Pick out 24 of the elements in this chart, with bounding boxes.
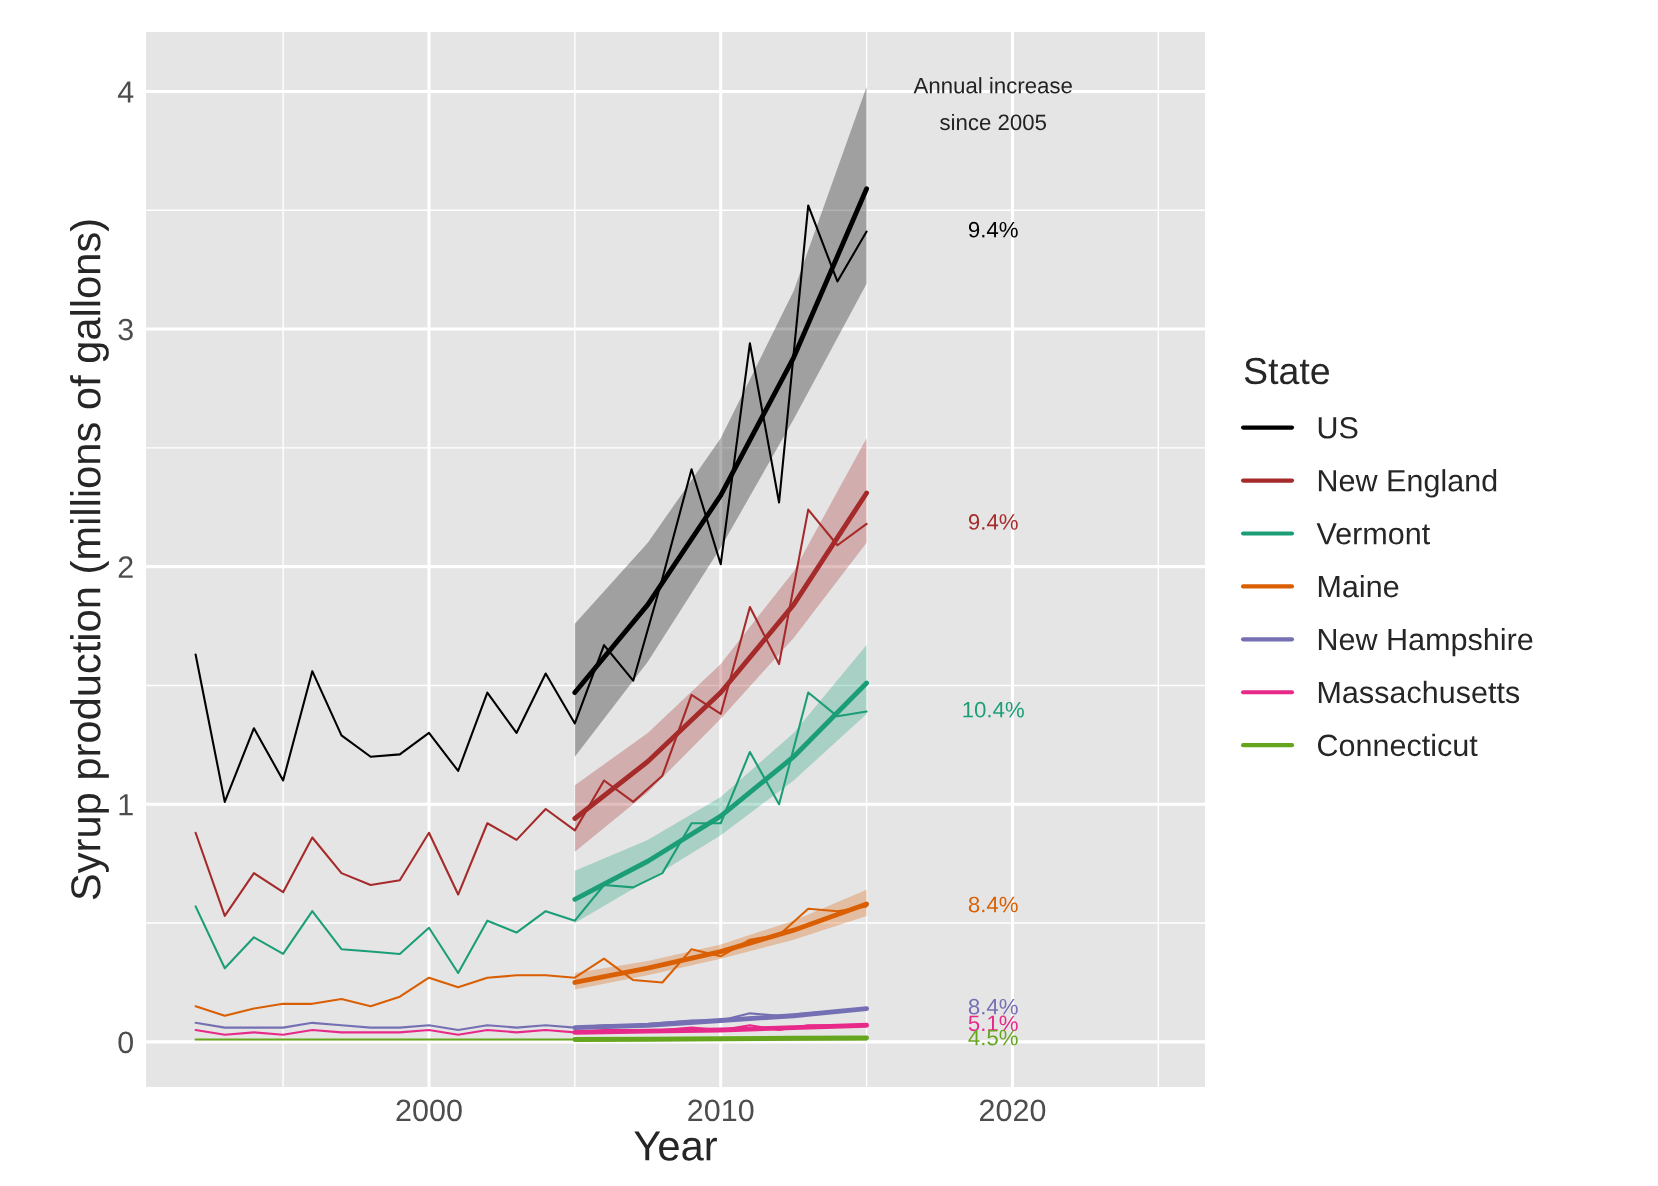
y-tick-label: 2 [118,556,133,578]
x-tick-label: 2000 [396,1099,462,1122]
legend-title: State [1244,357,1329,385]
annotation: 10.4% [963,701,1024,718]
legend-label: Massachusetts [1318,680,1520,704]
y-tick-label: 4 [117,81,134,103]
annotation: 8.4% [968,896,1018,913]
legend-label: New England [1318,469,1497,498]
legend-label: New Hampshire [1318,627,1533,657]
annotation: 9.4% [968,514,1018,530]
annotation: Annual increase since 2005 [913,77,1072,131]
y-axis-title: Syrup production (millions of gallons) [70,220,109,900]
x-axis-title: Year [634,1131,717,1161]
legend-label: Vermont [1316,523,1430,545]
annotation: 8.4% [968,998,1018,1015]
legend-label: Maine [1318,574,1399,598]
annotation: 9.4% [968,221,1018,238]
x-tick-label: 2020 [980,1099,1046,1122]
x-tick-label: 2010 [688,1099,754,1122]
y-tick-label: 0 [118,1031,133,1054]
legend-label: Connecticut [1317,733,1478,757]
legend-label: US [1318,416,1358,439]
y-tick-label: 3 [118,318,133,341]
y-tick-label: 1 [119,794,133,816]
